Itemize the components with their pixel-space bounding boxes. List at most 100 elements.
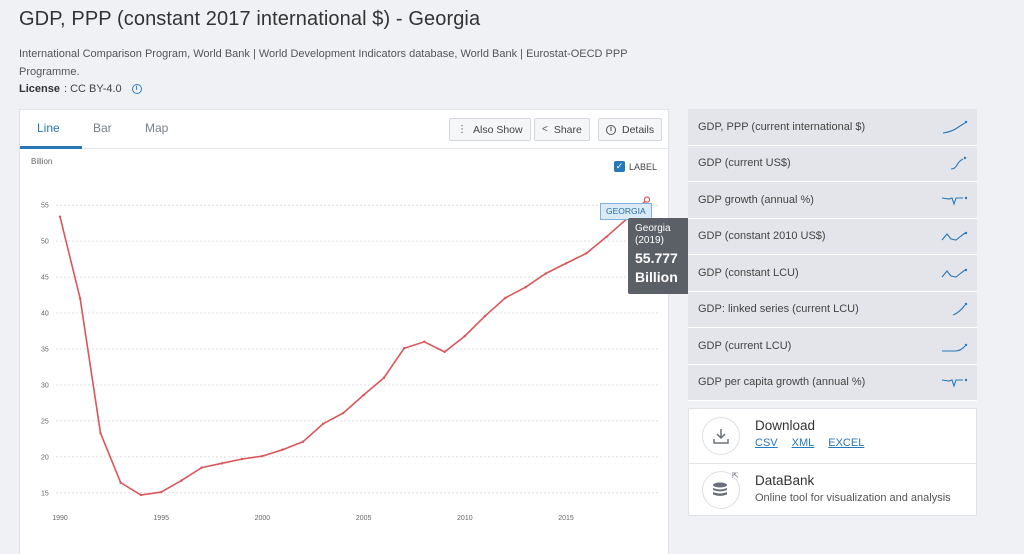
download-xml-link[interactable]: XML: [791, 437, 815, 449]
data-point: [281, 448, 284, 451]
tooltip-year: (2019): [635, 235, 664, 246]
info-circle-icon: i: [606, 124, 616, 135]
data-point: [504, 296, 507, 300]
data-point: [585, 252, 588, 255]
indicator-item[interactable]: GDP (constant LCU): [688, 255, 977, 292]
y-tick-label: 40: [41, 311, 49, 318]
y-tick-label: 50: [41, 239, 49, 246]
tab-line[interactable]: Line: [37, 121, 60, 135]
database-icon[interactable]: [702, 471, 740, 509]
download-excel-link[interactable]: EXCEL: [828, 437, 865, 449]
indicator-label: GDP, PPP (current international $): [698, 120, 866, 133]
line-chart: 15 20 25 30 35 40 45 50 55 1990 1995 2000 2005 2010 2…: [41, 196, 660, 522]
indicator-item[interactable]: GDP (current US$): [688, 145, 977, 182]
highlighted-data-point: [643, 196, 651, 203]
download-card: Download CSV XML EXCEL ⇱ DataBank Online…: [688, 408, 977, 516]
indicator-item[interactable]: GDP, PPP (current international $): [688, 109, 977, 146]
data-point: [139, 493, 143, 497]
download-links: CSV XML EXCEL: [755, 437, 864, 449]
external-link-icon: ⇱: [732, 471, 739, 480]
sparkline-icon: [942, 120, 968, 134]
checkbox-checked-icon[interactable]: ✓: [614, 161, 625, 172]
data-point: [564, 262, 568, 265]
y-axis-ticks: 15 20 25 30 35 40 45 50 55: [41, 203, 49, 498]
y-unit-label: Billion: [31, 157, 53, 166]
data-point: [362, 393, 365, 397]
also-show-label: Also Show: [473, 123, 523, 136]
x-tick-label: 1990: [52, 515, 68, 522]
active-tab-indicator: [20, 146, 82, 149]
download-row: Download CSV XML EXCEL: [689, 409, 976, 462]
data-point: [159, 490, 163, 494]
page-title: GDP, PPP (constant 2017 international $)…: [19, 8, 481, 30]
x-tick-label: 2000: [255, 515, 271, 522]
indicator-label: GDP (current US$): [698, 157, 791, 170]
sparkline-icon: [941, 268, 968, 278]
chart-grid: [56, 204, 660, 494]
indicator-item[interactable]: GDP per capita growth (annual %): [688, 364, 977, 401]
data-point: [261, 454, 264, 458]
x-axis-ticks: 1990 1995 2000 2005 2010 2015: [52, 515, 574, 522]
data-point: [321, 422, 325, 426]
tooltip-value: 55.777: [635, 250, 678, 266]
download-icon[interactable]: [702, 417, 740, 455]
data-point: [220, 462, 224, 465]
share-label: Share: [553, 123, 582, 136]
databank-subtitle: Online tool for visualization and analys…: [755, 492, 951, 504]
databank-title: DataBank: [755, 473, 815, 488]
indicator-label: GDP growth (annual %): [698, 193, 814, 206]
share-button[interactable]: < Share: [534, 118, 590, 141]
indicator-item[interactable]: GDP (current LCU): [688, 328, 977, 365]
also-show-button[interactable]: ⋮ Also Show: [449, 118, 531, 141]
sparkline-icon: [941, 196, 968, 206]
series-label-badge: GEORGIA: [600, 203, 652, 220]
data-point: [58, 215, 62, 218]
data-point: [301, 440, 305, 444]
indicator-label: GDP per capita growth (annual %): [698, 376, 866, 389]
series-points: [58, 196, 651, 497]
y-tick-label: 45: [41, 275, 49, 282]
y-tick-label: 35: [41, 347, 49, 354]
details-label: Details: [622, 123, 655, 136]
indicator-item[interactable]: GDP growth (annual %): [688, 182, 977, 219]
data-point: [200, 466, 203, 469]
data-point: [402, 347, 406, 350]
details-button[interactable]: i Details: [598, 118, 663, 141]
y-tick-label: 20: [41, 454, 49, 461]
x-tick-label: 1995: [153, 515, 169, 522]
label-toggle[interactable]: ✓ LABEL: [614, 161, 657, 172]
indicator-label: GDP (constant LCU): [698, 266, 799, 279]
license-value: : CC BY-4.0: [63, 83, 122, 95]
info-icon[interactable]: i: [131, 84, 142, 94]
databank-row[interactable]: ⇱ DataBank Online tool for visualization…: [689, 463, 976, 516]
indicator-label: GDP (current LCU): [698, 339, 792, 352]
data-point: [605, 235, 608, 239]
indicator-item[interactable]: GDP (constant 2010 US$): [688, 218, 977, 255]
tooltip-country: Georgia: [635, 223, 671, 234]
sparkline-icon: [952, 303, 968, 316]
tab-bar[interactable]: Bar: [93, 121, 112, 135]
data-point: [483, 314, 487, 318]
chart-card: Line Bar Map ⋮ Also Show < Share i Detai…: [19, 109, 669, 554]
x-tick-label: 2015: [558, 515, 574, 522]
tab-map[interactable]: Map: [145, 121, 169, 135]
sparkline-icon: [942, 343, 968, 352]
data-point: [443, 350, 446, 354]
tooltip-unit: Billion: [635, 269, 678, 285]
data-point: [119, 481, 122, 484]
y-tick-label: 25: [41, 418, 49, 425]
license-row: License : CC BY-4.0 i: [19, 83, 142, 95]
indicator-label: GDP (constant 2010 US$): [698, 230, 826, 243]
data-point: [524, 285, 527, 289]
y-tick-label: 15: [41, 490, 49, 497]
series-line-georgia: [59, 199, 648, 496]
download-csv-link[interactable]: CSV: [755, 437, 778, 449]
download-title: Download: [755, 418, 816, 433]
data-point: [463, 334, 467, 338]
y-tick-label: 30: [41, 382, 49, 389]
indicator-item[interactable]: GDP: linked series (current LCU): [688, 291, 977, 328]
sparkline-icon: [950, 157, 967, 170]
sparkline-icon: [941, 232, 968, 241]
indicator-label: GDP: linked series (current LCU): [698, 303, 859, 316]
data-point: [180, 479, 183, 482]
